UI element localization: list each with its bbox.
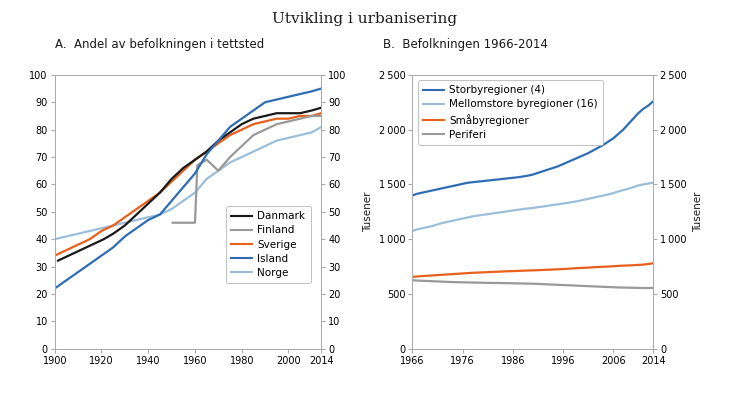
- Text: B.  Befolkningen 1966-2014: B. Befolkningen 1966-2014: [383, 38, 548, 51]
- Text: Utvikling i urbanisering: Utvikling i urbanisering: [272, 12, 458, 26]
- Legend: Danmark, Finland, Sverige, Island, Norge: Danmark, Finland, Sverige, Island, Norge: [226, 206, 311, 283]
- Y-axis label: Tusener: Tusener: [364, 191, 373, 232]
- Text: A.  Andel av befolkningen i tettsted: A. Andel av befolkningen i tettsted: [55, 38, 264, 51]
- Y-axis label: Tusener: Tusener: [693, 191, 702, 232]
- Legend: Storbyregioner (4), Mellomstore byregioner (16), Småbyregioner, Periferi: Storbyregioner (4), Mellomstore byregion…: [418, 80, 603, 145]
